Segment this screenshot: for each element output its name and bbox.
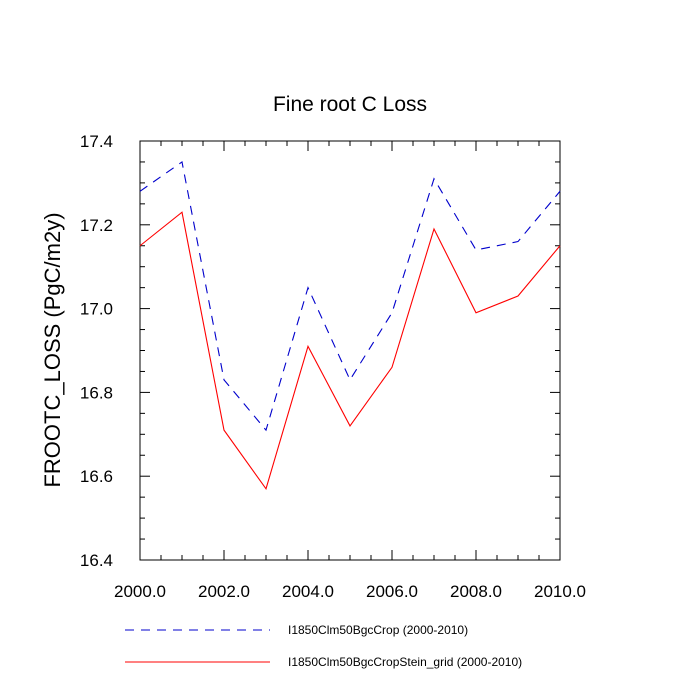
x-tick-label: 2010.0 bbox=[534, 582, 586, 601]
plot-frame bbox=[139, 140, 561, 561]
x-tick-label: 2006.0 bbox=[366, 582, 418, 601]
y-tick-label: 17.0 bbox=[80, 300, 113, 319]
axis-ticks bbox=[139, 140, 561, 561]
y-axis-label: FROOTC_LOSS (PgC/m2y) bbox=[40, 212, 65, 487]
y-tick-label: 17.4 bbox=[80, 132, 113, 151]
y-tick-label: 17.2 bbox=[80, 216, 113, 235]
y-tick-label: 16.8 bbox=[80, 383, 113, 402]
series-line-1 bbox=[139, 211, 561, 491]
series-line-0 bbox=[139, 161, 561, 432]
x-tick-label: 2000.0 bbox=[114, 582, 166, 601]
series-lines bbox=[139, 161, 561, 491]
legend: I1850Clm50BgcCrop (2000-2010) I1850Clm50B… bbox=[125, 623, 522, 669]
y-tick-label: 16.4 bbox=[80, 551, 113, 570]
x-tick-label: 2008.0 bbox=[450, 582, 502, 601]
axis-tick-labels: 2000.0 2002.0 2004.0 2006.0 2008.0 2010.0 16.4… bbox=[80, 132, 586, 601]
legend-label-0: I1850Clm50BgcCrop (2000-2010) bbox=[288, 623, 468, 637]
y-tick-label: 16.6 bbox=[80, 467, 113, 486]
chart-title: Fine root C Loss bbox=[273, 93, 427, 116]
x-tick-label: 2004.0 bbox=[282, 582, 334, 601]
legend-label-1: I1850Clm50BgcCropStein_grid (2000-2010) bbox=[288, 655, 522, 669]
x-tick-label: 2002.0 bbox=[198, 582, 250, 601]
